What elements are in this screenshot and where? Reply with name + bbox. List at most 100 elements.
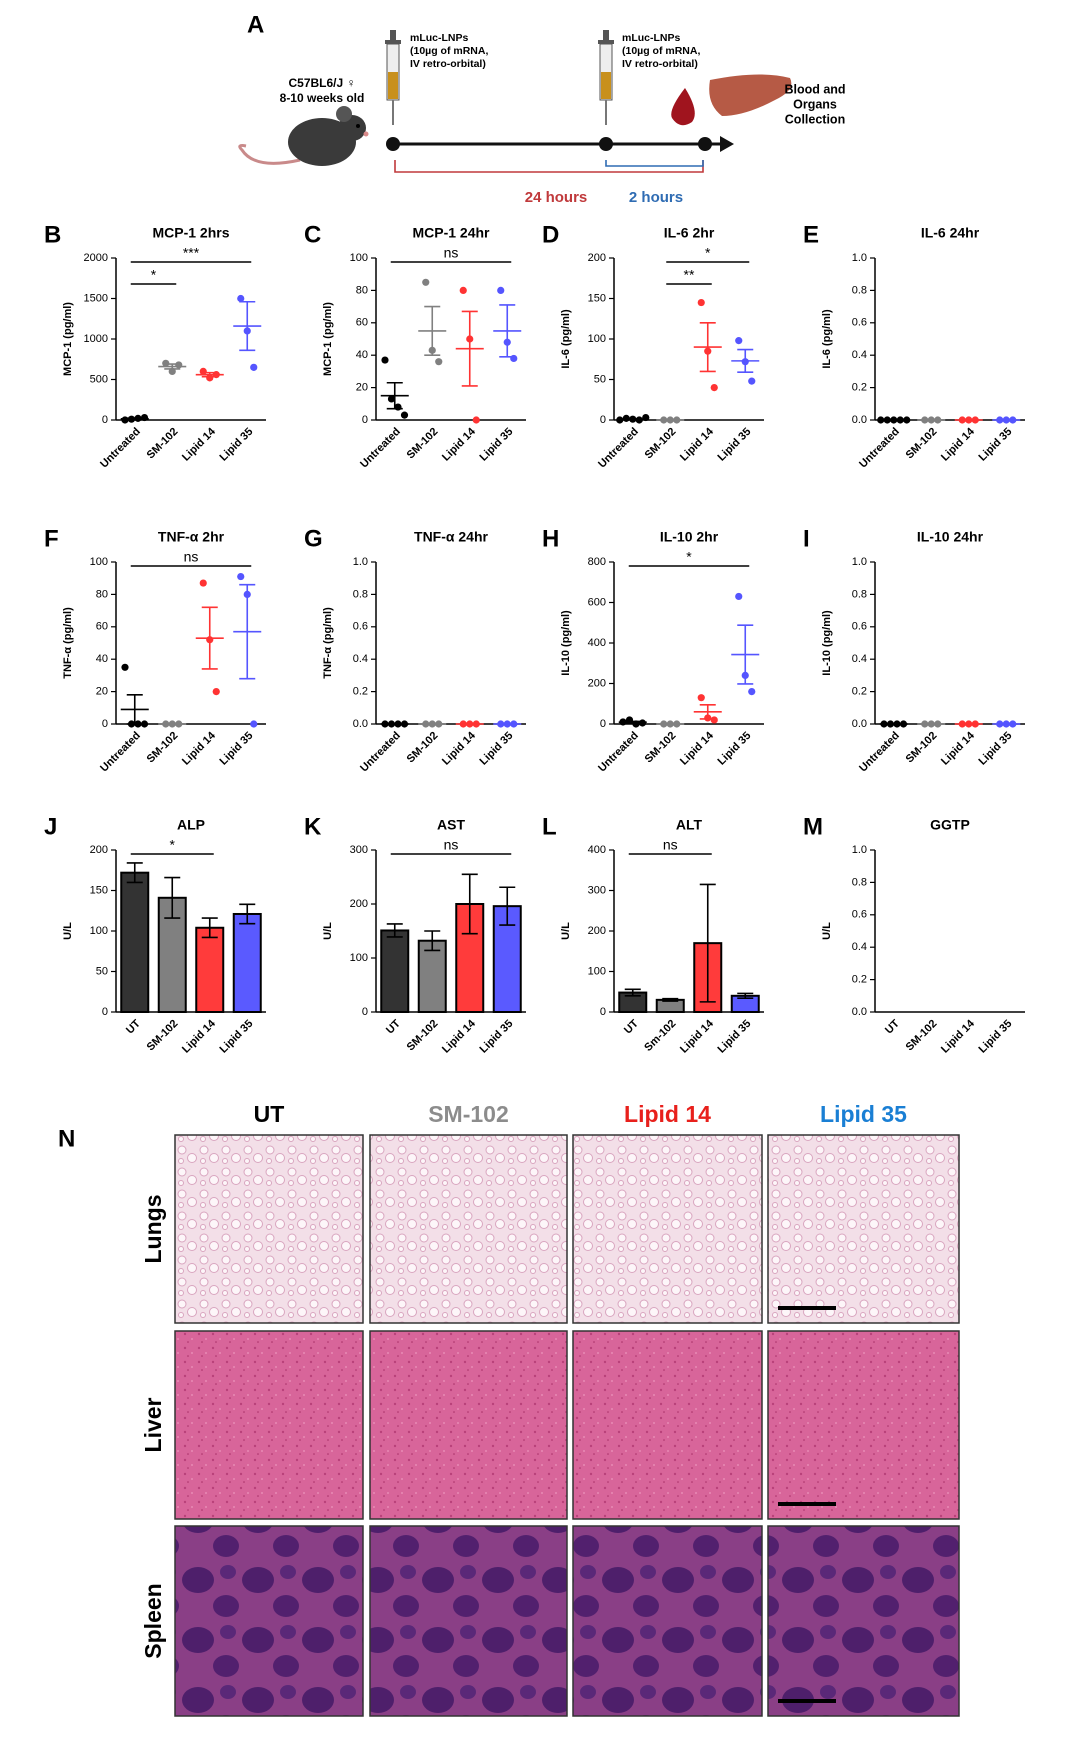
timeline-point: [698, 137, 712, 151]
y-tick-label: 0: [362, 1006, 368, 1018]
y-tick-label: 200: [588, 252, 606, 264]
data-point: [140, 720, 149, 728]
bar: [120, 871, 150, 1013]
y-tick-label: 0.2: [852, 686, 867, 698]
x-tick-label: Lipid 35: [218, 426, 256, 464]
data-point: [435, 358, 443, 366]
chart-title: MCP-1 2hrs: [152, 225, 229, 241]
panel-letter: M: [803, 813, 823, 840]
y-tick-label: 100: [90, 925, 108, 937]
y-tick-label: 0.6: [852, 909, 867, 921]
x-tick-label: UT: [622, 1017, 641, 1036]
y-tick-label: 500: [90, 373, 108, 385]
y-tick-label: 0.2: [852, 382, 867, 394]
panel-letter: L: [542, 813, 557, 840]
y-tick-label: 200: [588, 925, 606, 937]
x-tick-label: Lipid 35: [478, 1018, 516, 1056]
x-tick-label: Lipid 14: [180, 1017, 218, 1055]
y-tick-label: 150: [90, 884, 108, 896]
syringe-icon: [598, 30, 614, 125]
y-tick-label: 0.2: [852, 974, 867, 986]
data-point: [175, 361, 183, 369]
panel-letter: E: [803, 221, 819, 248]
y-tick-label: 20: [96, 686, 108, 698]
x-tick-label: SM-102: [145, 730, 181, 766]
y-tick-label: 1.0: [353, 556, 368, 568]
chart: D IL-6 2hr IL-6 (pg/ml) 0 50 100 150 200 Untreat…: [542, 221, 764, 470]
data-point: [459, 286, 467, 294]
x-tick-label: Lipid 14: [440, 729, 478, 767]
panel-letter: C: [304, 221, 321, 248]
x-tick-label: SM-102: [145, 1018, 181, 1054]
chart: C MCP-1 24hr MCP-1 (pg/ml) 0 20 40 60 80 100 Untr…: [304, 221, 526, 470]
x-tick-label: SM-102: [145, 426, 181, 462]
y-tick-label: 0.8: [852, 588, 867, 600]
y-axis-label: U/L: [62, 922, 74, 940]
row-label: Spleen: [140, 1583, 166, 1658]
x-tick-label: SM-102: [643, 426, 679, 462]
histology-image: [572, 1525, 763, 1717]
y-tick-label: 600: [588, 596, 606, 608]
chart: H IL-10 2hr IL-10 (pg/ml) 0 200 400 600 800 Untr…: [542, 525, 764, 774]
y-tick-label: 0: [600, 1006, 606, 1018]
mouse-age: 8-10 weeks old: [280, 91, 365, 105]
x-tick-label: Lipid 35: [977, 1018, 1015, 1056]
y-tick-label: 0.4: [353, 653, 368, 665]
chart-title: IL-6 2hr: [664, 225, 715, 241]
y-tick-label: 0.6: [852, 317, 867, 329]
significance-label: ns: [444, 837, 459, 853]
x-tick-label: Lipid 35: [716, 1018, 754, 1056]
histology-image: [174, 1330, 364, 1520]
chart-title: MCP-1 24hr: [412, 225, 490, 241]
timeline-point: [599, 137, 613, 151]
interval-label: 2 hours: [629, 189, 683, 206]
injection-text: IV retro-orbital): [410, 58, 486, 70]
x-tick-label: Lipid 35: [716, 426, 754, 464]
chart: L ALT U/L 0 100 200 300 400 UT Sm-102 Lipid 14 Lipi…: [542, 813, 764, 1056]
chart: K AST U/L 0 100 200 300 UT SM-102 Lipid 14 Lipid 3…: [304, 813, 526, 1056]
y-tick-label: 100: [350, 252, 368, 264]
data-point: [121, 663, 129, 671]
x-tick-label: Untreated: [857, 426, 902, 471]
y-tick-label: 0.4: [852, 941, 867, 953]
data-point: [472, 416, 480, 424]
histology-image: [767, 1134, 960, 1324]
x-tick-label: SM-102: [904, 1018, 940, 1054]
panel-letter: J: [44, 813, 57, 840]
y-tick-label: 100: [588, 333, 606, 345]
y-axis-label: IL-10 (pg/ml): [560, 610, 572, 676]
x-tick-label: Lipid 35: [218, 1018, 256, 1056]
y-tick-label: 100: [588, 965, 606, 977]
significance-label: ns: [663, 837, 678, 853]
bar: [195, 926, 225, 1014]
x-tick-label: Lipid 14: [440, 1017, 478, 1055]
significance-label: *: [151, 267, 157, 283]
y-tick-label: 0.2: [353, 686, 368, 698]
injection-text: mLuc-LNPs: [622, 32, 681, 44]
data-point: [616, 416, 624, 424]
data-point: [250, 720, 258, 728]
y-tick-label: 0.4: [852, 653, 867, 665]
row-label: Liver: [140, 1397, 166, 1452]
y-tick-label: 1.0: [852, 556, 867, 568]
y-tick-label: 300: [588, 884, 606, 896]
x-tick-label: UT: [883, 1017, 902, 1036]
y-tick-label: 80: [356, 284, 368, 296]
y-tick-label: 0.0: [852, 718, 867, 730]
y-tick-label: 150: [588, 292, 606, 304]
chart-title: ALT: [676, 817, 703, 833]
y-axis-label: MCP-1 (pg/ml): [322, 302, 334, 376]
histology-image: [369, 1330, 568, 1520]
chart: B MCP-1 2hrs MCP-1 (pg/ml) 0 500 1000 1500 2000…: [44, 221, 266, 470]
x-tick-label: Lipid 35: [478, 730, 516, 768]
y-tick-label: 40: [356, 349, 368, 361]
mouse-strain: C57BL6/J ♀: [288, 76, 355, 90]
data-point: [237, 572, 245, 581]
panel-letter: K: [304, 813, 322, 840]
column-header: Lipid 14: [624, 1101, 711, 1127]
chart-title: TNF-α 2hr: [158, 529, 225, 545]
chart-title: GGTP: [930, 817, 970, 833]
x-tick-label: Lipid 14: [678, 425, 716, 463]
y-tick-label: 0.8: [852, 876, 867, 888]
bar: [380, 929, 410, 1014]
